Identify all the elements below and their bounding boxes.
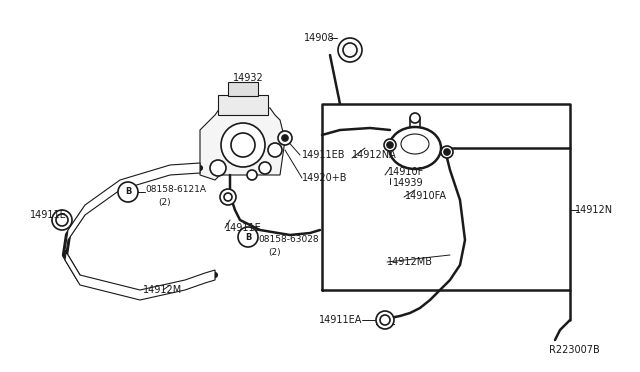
Circle shape <box>210 160 226 176</box>
Text: B: B <box>245 232 251 241</box>
Circle shape <box>231 133 255 157</box>
Circle shape <box>384 139 396 151</box>
Ellipse shape <box>401 134 429 154</box>
Text: 14912M: 14912M <box>143 285 182 295</box>
Circle shape <box>441 146 453 158</box>
Circle shape <box>268 143 282 157</box>
Circle shape <box>259 162 271 174</box>
Circle shape <box>220 189 236 205</box>
Circle shape <box>224 193 232 201</box>
Text: 14932: 14932 <box>232 73 264 83</box>
Text: 14908: 14908 <box>305 33 335 43</box>
Circle shape <box>338 38 362 62</box>
Circle shape <box>380 315 390 325</box>
Text: 14912N: 14912N <box>575 205 613 215</box>
Bar <box>228 82 258 96</box>
Circle shape <box>247 170 257 180</box>
Circle shape <box>387 142 393 148</box>
Circle shape <box>282 135 288 141</box>
Bar <box>218 95 268 115</box>
Ellipse shape <box>389 127 441 169</box>
Circle shape <box>52 210 72 230</box>
Text: 14911E: 14911E <box>30 210 67 220</box>
Text: 08158-63028: 08158-63028 <box>258 235 319 244</box>
Text: (2): (2) <box>268 247 280 257</box>
Text: 14912NA: 14912NA <box>352 150 397 160</box>
Text: 14911EB: 14911EB <box>302 150 346 160</box>
Circle shape <box>221 123 265 167</box>
Text: 14912MB: 14912MB <box>387 257 433 267</box>
Circle shape <box>238 227 258 247</box>
Text: B: B <box>125 187 131 196</box>
Circle shape <box>278 131 292 145</box>
Circle shape <box>118 182 138 202</box>
Text: 14911EA: 14911EA <box>319 315 362 325</box>
Circle shape <box>444 149 450 155</box>
Text: 08158-6121A: 08158-6121A <box>145 186 206 195</box>
Text: 14910FA: 14910FA <box>405 191 447 201</box>
Text: 14911E: 14911E <box>225 223 262 233</box>
Polygon shape <box>65 163 215 300</box>
Polygon shape <box>200 108 285 180</box>
Circle shape <box>343 43 357 57</box>
Circle shape <box>56 214 68 226</box>
Text: R223007B: R223007B <box>549 345 600 355</box>
Text: 14910F: 14910F <box>388 167 424 177</box>
Text: 14939: 14939 <box>393 178 424 188</box>
Text: 14920+B: 14920+B <box>302 173 348 183</box>
Text: (2): (2) <box>158 198 171 206</box>
Circle shape <box>376 311 394 329</box>
Circle shape <box>410 113 420 123</box>
